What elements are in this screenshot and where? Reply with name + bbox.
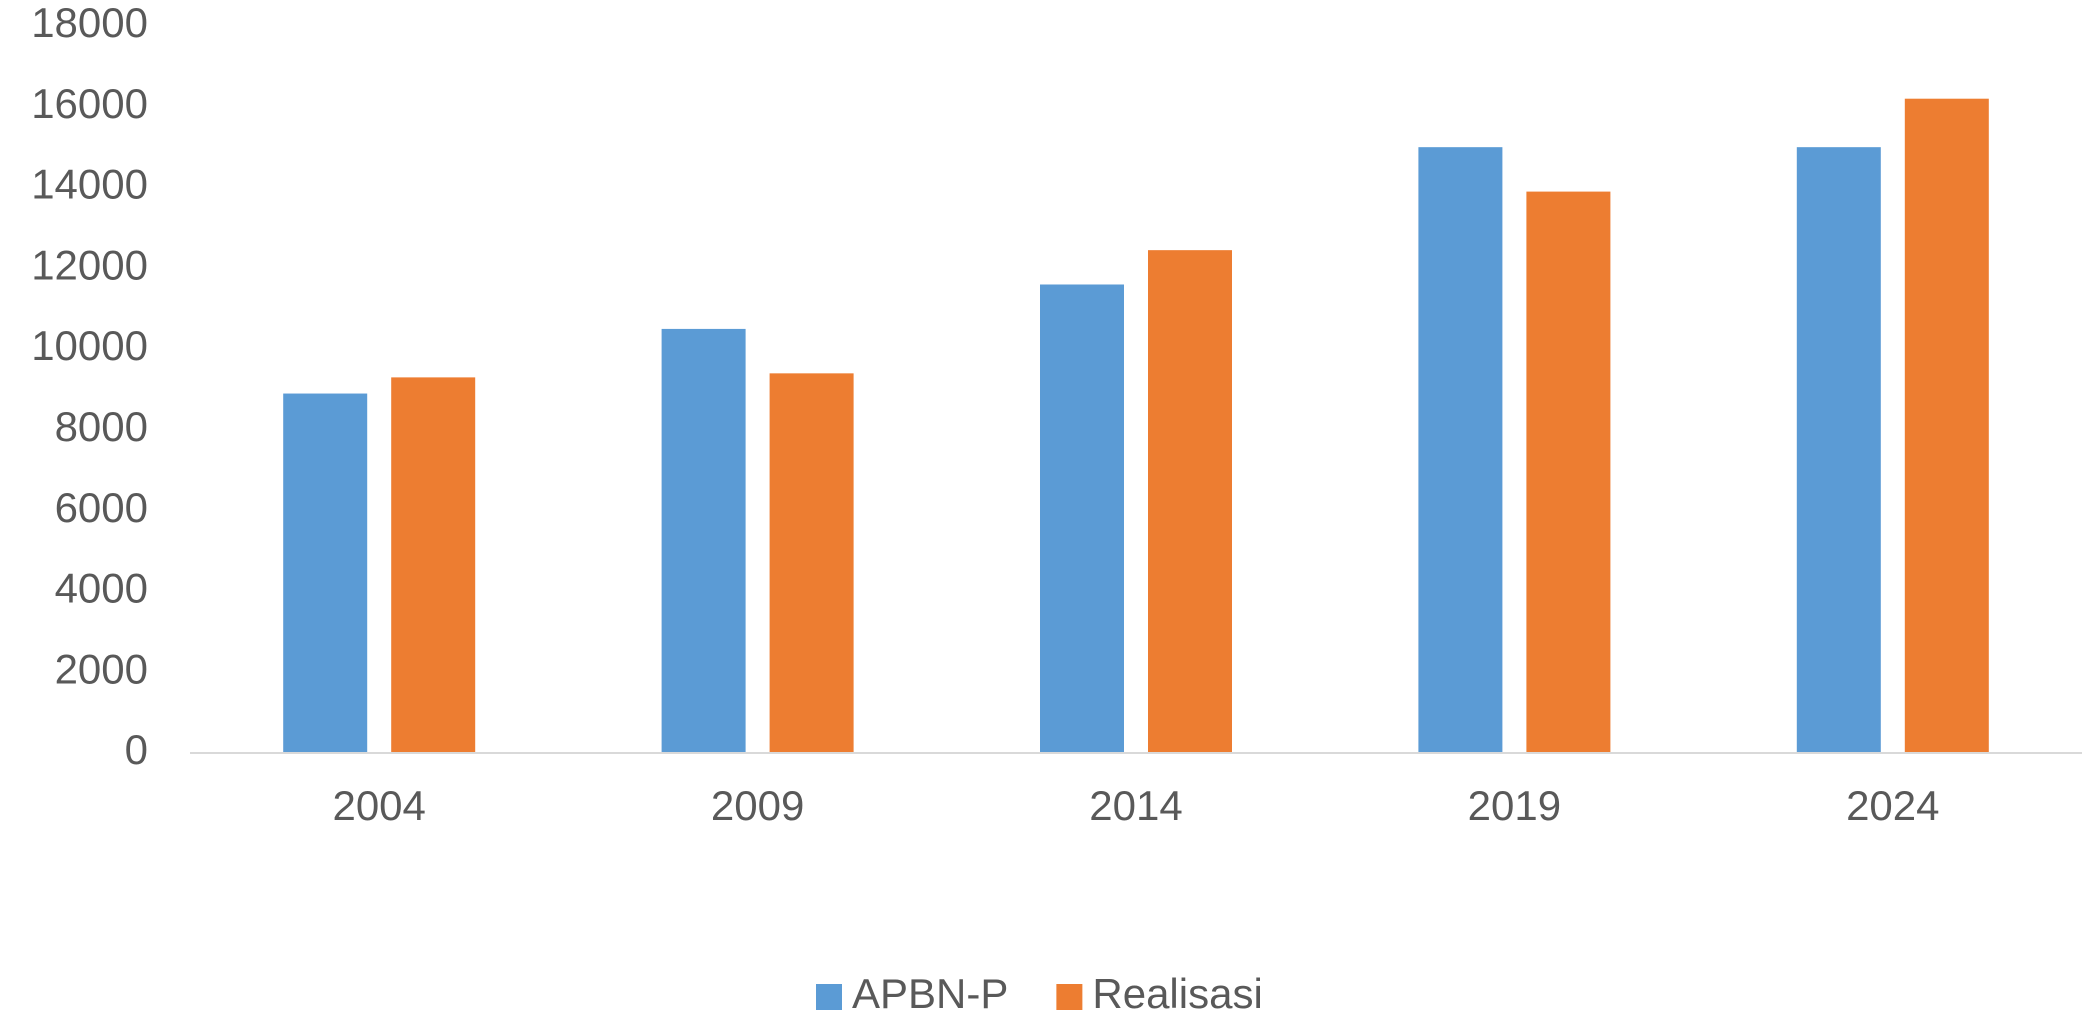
y-tick-label: 2000 <box>55 645 148 692</box>
bar <box>1148 250 1232 754</box>
y-tick-label: 10000 <box>31 322 148 369</box>
legend-swatch <box>816 984 842 1010</box>
y-tick-label: 14000 <box>31 161 148 208</box>
y-tick-label: 4000 <box>55 565 148 612</box>
bar <box>391 377 476 753</box>
y-tick-label: 16000 <box>31 80 148 127</box>
y-tick-label: 8000 <box>55 403 148 450</box>
y-tick-label: 12000 <box>31 241 148 288</box>
x-tick-label: 2019 <box>1468 782 1561 829</box>
y-tick-label: 6000 <box>55 484 148 531</box>
x-tick-label: 2004 <box>332 782 425 829</box>
bar <box>1526 191 1611 753</box>
y-tick-label: 0 <box>125 726 148 773</box>
bar <box>283 393 368 753</box>
bar <box>769 373 854 753</box>
x-tick-label: 2024 <box>1846 782 1939 829</box>
bar <box>1796 147 1881 753</box>
legend-label: Realisasi <box>1092 970 1262 1017</box>
bar <box>1418 147 1503 753</box>
x-tick-label: 2009 <box>711 782 804 829</box>
bar <box>661 328 746 753</box>
x-tick-label: 2014 <box>1089 782 1182 829</box>
y-tick-label: 18000 <box>31 0 148 46</box>
bar <box>1904 98 1989 753</box>
legend-label: APBN-P <box>852 970 1008 1017</box>
legend-swatch <box>1056 984 1083 1010</box>
bar <box>1040 284 1124 753</box>
